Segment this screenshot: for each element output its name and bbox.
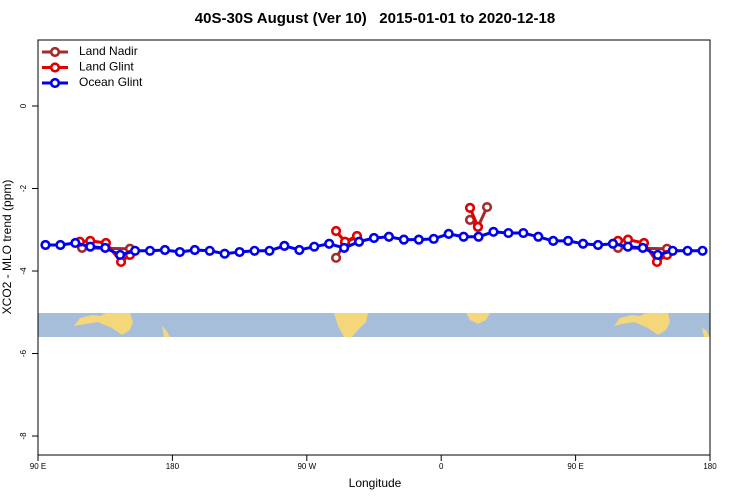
point xyxy=(219,248,230,259)
y-tick-label: -2 xyxy=(19,184,28,192)
legend-marker xyxy=(49,62,61,73)
point xyxy=(488,226,499,237)
point xyxy=(458,231,469,242)
point xyxy=(279,240,290,251)
point xyxy=(577,238,589,249)
x-axis-label: Longitude xyxy=(349,476,402,490)
chart-title: 40S-30S August (Ver 10) 2015-01-01 to 20… xyxy=(195,10,555,27)
legend-label: Land Nadir xyxy=(79,44,138,58)
point xyxy=(481,201,493,213)
point xyxy=(563,235,574,246)
x-tick-label: 90 E xyxy=(30,462,46,471)
legend-marker xyxy=(49,77,61,89)
point xyxy=(622,241,633,252)
point xyxy=(339,242,350,254)
point xyxy=(129,245,141,256)
x-tick-label: 90 W xyxy=(297,462,316,471)
point xyxy=(443,228,454,239)
point xyxy=(55,239,66,251)
point xyxy=(697,245,708,256)
point xyxy=(144,245,156,256)
point xyxy=(309,241,320,252)
point xyxy=(464,202,476,213)
point xyxy=(607,238,619,249)
map-strip xyxy=(38,313,710,337)
point xyxy=(548,235,559,246)
point xyxy=(667,245,678,256)
point xyxy=(234,246,245,258)
point xyxy=(324,238,335,249)
point xyxy=(174,246,185,258)
y-tick-label: 0 xyxy=(19,103,28,108)
point xyxy=(428,233,439,244)
point xyxy=(70,237,81,249)
point xyxy=(330,225,342,237)
y-tick-label: -8 xyxy=(19,432,28,440)
legend-label: Ocean Glint xyxy=(79,75,143,89)
plot-frame xyxy=(37,39,711,456)
point xyxy=(40,239,51,251)
point xyxy=(398,234,409,245)
legend-marker xyxy=(49,46,61,58)
point xyxy=(652,249,663,261)
x-tick-label: 0 xyxy=(439,462,444,471)
point xyxy=(353,236,365,247)
point xyxy=(368,232,380,244)
point xyxy=(189,244,200,256)
point xyxy=(85,241,96,252)
x-tick-label: 90 E xyxy=(567,462,583,471)
x-tick-label: 180 xyxy=(166,462,180,471)
point xyxy=(115,249,126,261)
point xyxy=(533,231,544,242)
point xyxy=(637,242,648,254)
y-tick-label: -6 xyxy=(19,349,28,357)
point xyxy=(383,231,395,242)
x-tick-label: 180 xyxy=(703,462,717,471)
point xyxy=(503,227,514,239)
point xyxy=(264,245,275,256)
point xyxy=(204,245,215,256)
point xyxy=(518,227,529,239)
point xyxy=(413,234,424,245)
legend-label: Land Glint xyxy=(79,60,134,74)
point xyxy=(330,252,342,263)
point xyxy=(159,244,171,256)
point xyxy=(100,242,111,254)
point xyxy=(473,231,484,242)
y-axis-label: XCO2 - MLO trend (ppm) xyxy=(0,180,14,315)
y-tick-label: -4 xyxy=(19,267,28,275)
point xyxy=(592,239,604,251)
point xyxy=(294,244,305,256)
point xyxy=(682,245,693,256)
point xyxy=(472,221,484,232)
point xyxy=(249,245,260,256)
